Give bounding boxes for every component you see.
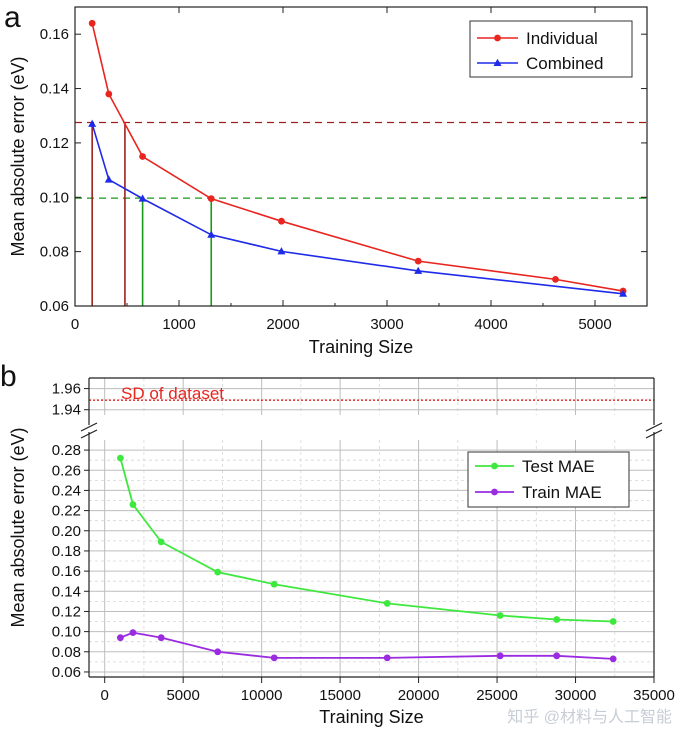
y-tick-label-b: 0.14 [52, 583, 81, 600]
x-axis-label-a: Training Size [309, 337, 413, 357]
x-tick-label-b: 15000 [319, 687, 361, 704]
legend-marker-test-mae [491, 462, 498, 470]
legend-label-combined: Combined [526, 54, 604, 73]
y-tick-label-upper-b: 1.94 [52, 402, 81, 419]
y-tick-label-b: 0.16 [52, 563, 81, 580]
y-tick-label-a: 0.16 [40, 26, 69, 43]
data-point-test-mae [496, 612, 504, 619]
data-point-test-mae [609, 618, 617, 625]
data-point-test-mae [214, 568, 222, 576]
x-tick-label-b: 5000 [166, 687, 199, 704]
data-point-train-mae [214, 648, 222, 656]
data-point-test-mae [157, 538, 165, 546]
data-point-train-mae [129, 629, 137, 637]
x-tick-label-b: 35000 [633, 687, 675, 704]
data-point-test-mae [553, 616, 561, 623]
x-tick-label-b: 0 [101, 687, 109, 704]
data-point-train-mae [609, 655, 617, 663]
x-axis-label-b: Training Size [319, 707, 423, 727]
y-tick-label-b: 0.24 [52, 482, 81, 499]
panel-b-label: b [0, 360, 17, 393]
y-tick-label-b: 0.18 [52, 543, 81, 560]
axis-break-mark [645, 422, 663, 432]
series-line-train-mae [120, 631, 614, 660]
y-tick-label-a: 0.06 [40, 298, 69, 315]
axis-break-mark [80, 429, 98, 439]
legend-label-train-mae: Train MAE [522, 483, 602, 502]
data-point-train-mae [157, 634, 165, 642]
data-point-individual [139, 153, 147, 160]
legend-box-a [469, 20, 633, 78]
x-tick-label-b: 10000 [241, 687, 283, 704]
data-point-train-mae [270, 654, 278, 662]
y-tick-label-a: 0.14 [40, 81, 69, 98]
series-line-individual [91, 23, 624, 292]
data-point-combined [414, 266, 423, 274]
data-point-test-mae [270, 580, 278, 588]
y-tick-label-a: 0.10 [40, 189, 69, 206]
legend-label-individual: Individual [526, 29, 598, 48]
legend-marker-individual [494, 34, 501, 42]
legend-box-b [467, 451, 630, 508]
panel-a-label: a [4, 1, 21, 34]
data-point-train-mae [496, 652, 504, 660]
x-tick-label-a: 4000 [474, 316, 507, 333]
data-point-test-mae [116, 454, 124, 462]
data-point-combined [88, 119, 97, 127]
watermark: 知乎 @材料与人工智能 [507, 708, 672, 726]
legend-marker-train-mae [491, 488, 498, 496]
legend-label-test-mae: Test MAE [522, 457, 595, 476]
y-tick-label-b: 0.28 [52, 442, 81, 459]
y-tick-label-b: 0.10 [52, 624, 81, 641]
x-tick-label-a: 1000 [162, 316, 195, 333]
series-line-combined [91, 123, 624, 295]
y-tick-label-b: 0.08 [52, 644, 81, 661]
y-axis-label-b: Mean absolute error (eV) [8, 427, 28, 627]
legend-a: Individual Combined [469, 20, 633, 78]
data-point-train-mae [553, 652, 561, 660]
data-point-individual [278, 217, 285, 225]
data-point-individual [552, 275, 559, 283]
y-tick-label-upper-b: 1.96 [52, 381, 81, 398]
y-tick-label-b: 0.20 [52, 523, 81, 540]
data-point-individual [105, 90, 113, 98]
legend-marker-combined [493, 58, 502, 66]
data-point-combined [277, 247, 286, 255]
x-tick-label-b: 20000 [398, 687, 440, 704]
data-point-individual [88, 19, 96, 27]
x-tick-label-a: 3000 [370, 316, 403, 333]
data-point-train-mae [116, 634, 124, 642]
x-tick-label-b: 25000 [476, 687, 518, 704]
plot-frame-a [74, 6, 648, 307]
data-point-test-mae [383, 599, 391, 607]
x-tick-label-b: 30000 [555, 687, 597, 704]
y-tick-label-b: 0.06 [52, 664, 81, 681]
data-point-individual [207, 195, 215, 203]
y-tick-label-a: 0.12 [40, 135, 69, 152]
y-tick-label-a: 0.08 [40, 244, 69, 261]
axis-break-mark [80, 422, 98, 432]
y-tick-label-b: 0.12 [52, 603, 81, 620]
y-tick-label-b: 0.26 [52, 462, 81, 479]
axis-break-mark [645, 429, 663, 439]
data-point-test-mae [129, 501, 137, 508]
x-tick-label-a: 2000 [266, 316, 299, 333]
sd-of-dataset-label: SD of dataset [121, 384, 224, 403]
x-tick-label-a: 5000 [578, 316, 611, 333]
panel-b: b SD of dataset 0 5000 10000 15000 20000 25000 3… [0, 360, 675, 727]
y-tick-label-b: 0.22 [52, 503, 81, 520]
data-point-combined [619, 289, 628, 297]
legend-b: Test MAE Train MAE [467, 451, 630, 508]
panel-a: a 0 1000 2000 3000 4000 5000 0.06 0.08 0.10 0.12 0.… [4, 1, 648, 357]
data-point-combined [104, 175, 113, 183]
data-point-combined [138, 194, 147, 202]
data-point-train-mae [383, 654, 391, 662]
data-point-combined [207, 230, 216, 238]
data-point-individual [414, 257, 422, 265]
y-axis-label-a: Mean absolute error (eV) [8, 56, 28, 256]
x-tick-label-a: 0 [71, 316, 79, 333]
